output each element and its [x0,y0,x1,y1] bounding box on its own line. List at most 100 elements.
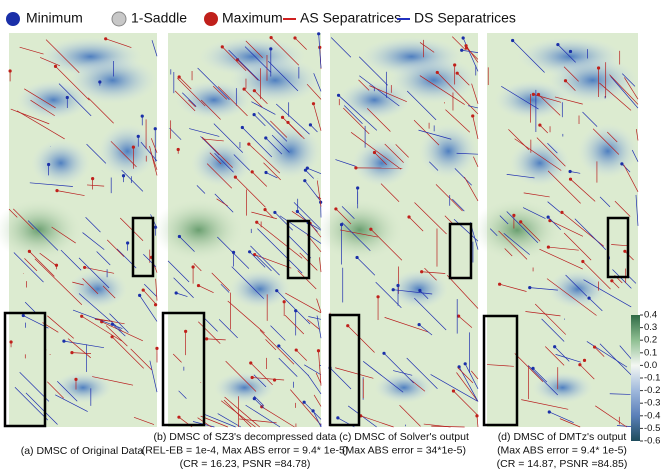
critical-point [80,315,83,318]
colorbar-bar [631,315,640,441]
critical-point [281,116,284,119]
colorbar-tick-label: 0.3 [644,322,657,333]
field-region [337,80,411,119]
critical-point [273,211,276,214]
critical-point [253,113,256,116]
critical-point [22,314,25,317]
critical-point [581,260,584,263]
critical-point [234,176,237,179]
critical-point [464,362,467,365]
critical-point [392,288,395,291]
field-region [229,269,290,308]
critical-point [356,186,359,189]
critical-point [178,235,181,238]
caption: (a) DMSC of Original Data [21,445,144,457]
critical-point [270,36,273,39]
critical-point [593,345,596,348]
critical-point [303,401,306,404]
panel: (c) DMSC of Solver's output(Max ABS erro… [315,33,478,456]
critical-point [382,352,385,355]
critical-point [568,170,571,173]
field-region [176,80,253,119]
critical-point [312,102,315,105]
critical-point [62,340,65,343]
critical-point [547,245,550,248]
critical-point [512,214,515,217]
critical-point [334,207,337,210]
caption: (d) DMSC of DMTz's output [498,431,627,443]
critical-point [519,220,522,223]
field-region [214,372,275,404]
critical-point [138,294,141,297]
critical-point [126,241,129,244]
critical-point [264,136,267,139]
saddle-icon [112,12,126,26]
critical-point [110,335,113,338]
critical-point [418,289,421,292]
critical-point [303,179,306,182]
critical-point [306,167,309,170]
colorbar-tick-label: 0.0 [644,360,657,371]
caption: (CR = 14.87, PSNR =84.85) [497,458,628,470]
panel: (a) DMSC of Original Data [0,33,159,457]
colorbar-tick-label: 0.4 [644,310,657,321]
critical-point [548,410,551,413]
critical-point [184,330,187,333]
critical-point [436,71,439,74]
field-region [153,198,245,261]
legend-label: 1-Saddle [131,10,187,26]
critical-point [55,189,58,192]
field-region [315,198,404,261]
caption: (b) DMSC of SZ3's decompressed data [154,431,337,443]
critical-point [283,300,286,303]
critical-point [354,166,357,169]
critical-point [263,208,266,211]
critical-point [177,148,180,151]
critical-point [376,295,379,298]
critical-point [355,256,358,259]
critical-point [155,347,158,350]
critical-point [578,363,581,366]
critical-point [532,93,535,96]
critical-point [9,69,12,72]
critical-point [597,66,600,69]
critical-point [460,49,463,52]
critical-point [295,348,298,351]
critical-point [465,46,468,49]
critical-point [420,270,423,273]
critical-point [407,215,410,218]
critical-point [511,39,514,42]
caption: (c) DMSC of Solver's output [339,431,469,443]
legend-label: Maximum [222,10,283,26]
caption: (CR = 16.23, PSNR =84.78) [180,458,311,470]
critical-point [471,114,474,117]
critical-point [232,251,235,254]
critical-point [255,221,258,224]
panel: (d) DMSC of DMTz's output(Max ABS error … [472,33,638,470]
minimum-icon [6,12,20,26]
critical-point [137,135,140,138]
caption: (Max ABS error = 9.4* 1e-5) [497,444,627,456]
field-region [68,269,127,308]
critical-point [83,266,86,269]
critical-point [54,65,57,68]
maximum-icon [204,12,218,26]
critical-point [9,340,12,343]
field-region [16,80,90,119]
caption: (Max ABS error = 34*1e-5) [342,444,466,456]
critical-point [538,123,541,126]
critical-point [369,228,372,231]
critical-point [264,171,267,174]
critical-point [547,216,550,219]
critical-point [317,32,320,35]
critical-point [553,345,556,348]
critical-point [456,72,459,75]
colorbar-tick-label: -0.5 [644,423,660,434]
critical-point [569,50,572,53]
critical-point [528,286,531,289]
caption: (REL-EB = 1e-4, Max ABS error = 9.4* 1e-… [142,444,349,456]
critical-point [293,36,296,39]
colorbar-tick-label: -0.3 [644,398,660,409]
panels: (a) DMSC of Original Data (b) DMSC of SZ3… [0,32,638,470]
critical-point [569,178,572,181]
